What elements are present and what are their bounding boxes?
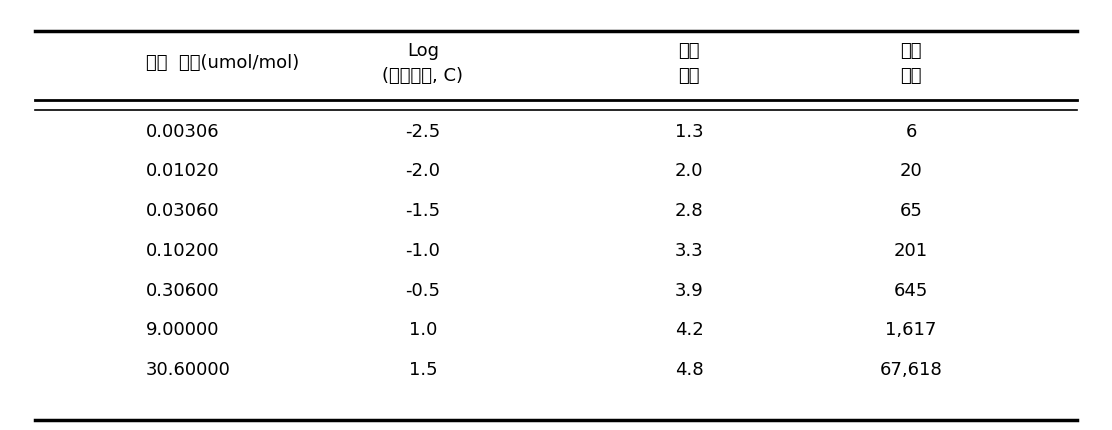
Text: 0.10200: 0.10200 (146, 242, 219, 260)
Text: 30.60000: 30.60000 (146, 361, 230, 379)
Text: -2.0: -2.0 (406, 163, 440, 181)
Text: -0.5: -0.5 (406, 282, 440, 300)
Text: 3.9: 3.9 (675, 282, 704, 300)
Text: -1.0: -1.0 (406, 242, 440, 260)
Text: 0.03060: 0.03060 (146, 202, 219, 220)
Text: 3.3: 3.3 (675, 242, 704, 260)
Text: 2.0: 2.0 (675, 163, 704, 181)
Text: 0.30600: 0.30600 (146, 282, 219, 300)
Text: 6: 6 (905, 123, 916, 141)
Text: -1.5: -1.5 (406, 202, 440, 220)
Text: 9.00000: 9.00000 (146, 321, 219, 339)
Text: 1,617: 1,617 (885, 321, 936, 339)
Text: 악취
강도: 악취 강도 (678, 42, 699, 85)
Text: 희석
배수: 희석 배수 (901, 42, 922, 85)
Text: 645: 645 (894, 282, 929, 300)
Text: 1.3: 1.3 (675, 123, 704, 141)
Text: 물질  농도(umol/mol): 물질 농도(umol/mol) (146, 54, 299, 72)
Text: 0.00306: 0.00306 (146, 123, 219, 141)
Text: 65: 65 (900, 202, 922, 220)
Text: 2.8: 2.8 (675, 202, 704, 220)
Text: -2.5: -2.5 (405, 123, 440, 141)
Text: Log
(물질농도, C): Log (물질농도, C) (383, 42, 464, 85)
Text: 4.8: 4.8 (675, 361, 704, 379)
Text: 1.5: 1.5 (408, 361, 437, 379)
Text: 1.0: 1.0 (409, 321, 437, 339)
Text: 20: 20 (900, 163, 922, 181)
Text: 0.01020: 0.01020 (146, 163, 219, 181)
Text: 201: 201 (894, 242, 929, 260)
Text: 67,618: 67,618 (880, 361, 942, 379)
Text: 4.2: 4.2 (675, 321, 704, 339)
